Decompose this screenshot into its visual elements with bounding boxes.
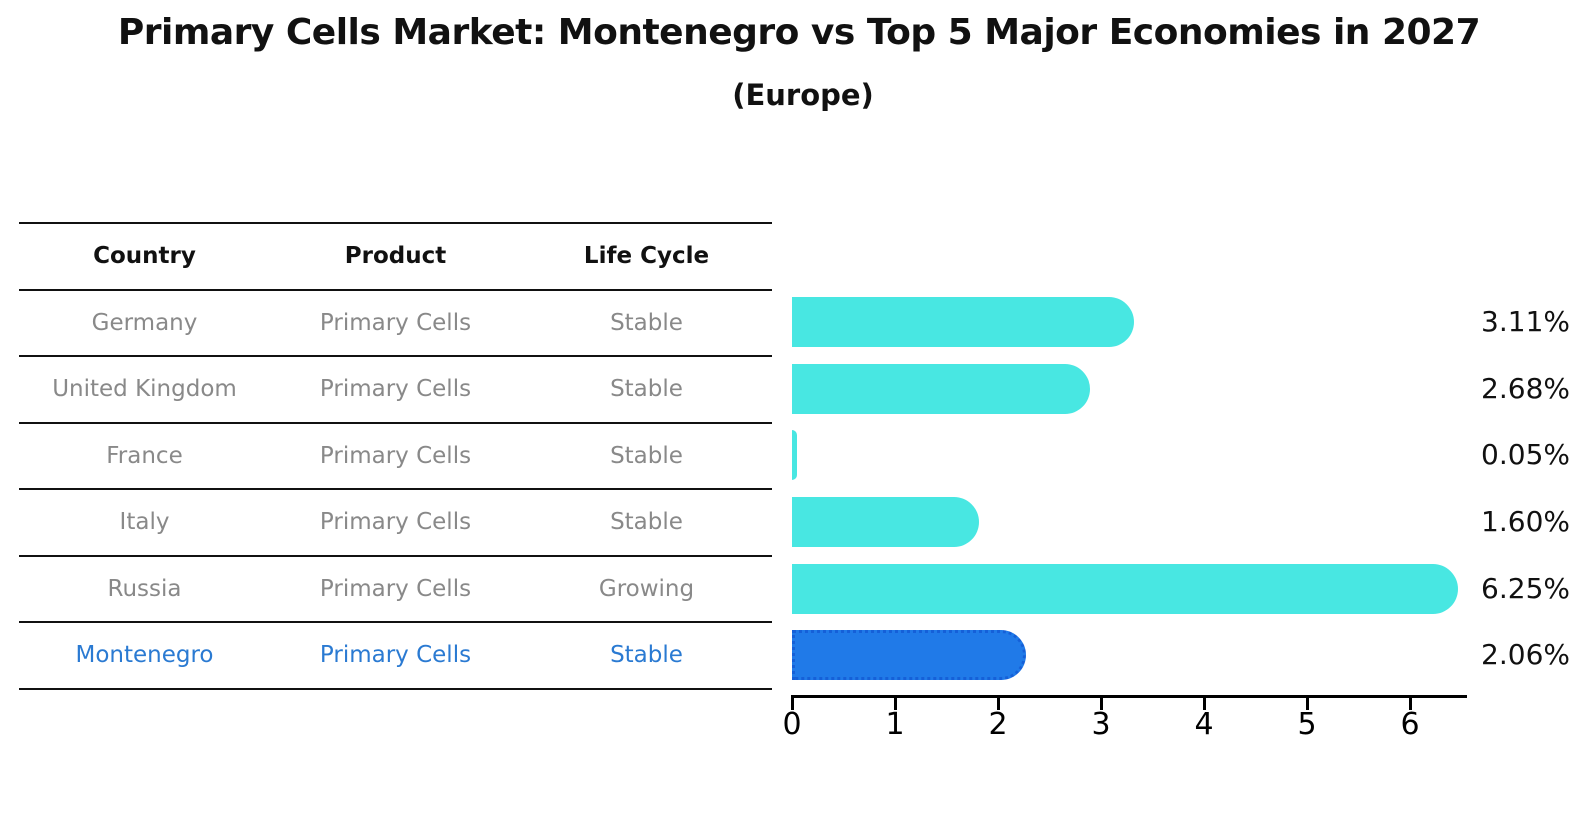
table-row-united-kingdom: United Kingdom Primary Cells Stable — [19, 357, 772, 424]
cell-country: Russia — [107, 575, 182, 602]
table-header-row: Country Product Life Cycle — [19, 224, 772, 291]
cell-life-cycle: Stable — [610, 442, 683, 469]
x-tick-mark — [1305, 698, 1309, 710]
table-body: Germany Primary Cells Stable United King… — [19, 291, 772, 690]
x-tick-label: 5 — [1297, 707, 1317, 742]
column-header-life-cycle: Life Cycle — [583, 243, 710, 270]
cell-life-cycle: Growing — [598, 575, 695, 602]
value-label-russia: 6.25% — [1481, 571, 1570, 605]
cell-life-cycle: Stable — [610, 509, 683, 536]
x-axis-line — [791, 695, 1467, 698]
value-label-france: 0.05% — [1481, 438, 1570, 472]
x-tick-label: 0 — [782, 707, 802, 742]
cell-life-cycle: Stable — [610, 309, 683, 336]
x-tick-label: 1 — [885, 707, 905, 742]
value-label-italy: 1.60% — [1481, 505, 1570, 538]
x-tick-mark — [1202, 698, 1206, 710]
cell-country: United Kingdom — [52, 376, 237, 403]
chart-title: Primary Cells Market: Montenegro vs Top … — [117, 12, 1481, 53]
cell-country: Germany — [91, 309, 198, 336]
table-row-montenegro: Montenegro Primary Cells Stable — [19, 623, 772, 690]
bar-italy — [792, 497, 979, 547]
chart-subtitle: (Europe) — [732, 78, 874, 112]
x-tick-mark — [893, 698, 897, 710]
value-label-united-kingdom: 2.68% — [1481, 371, 1570, 405]
x-tick-label: 2 — [988, 707, 1008, 742]
cell-life-cycle: Stable — [610, 642, 683, 669]
value-label-germany: 3.11% — [1481, 305, 1570, 339]
bar-plot — [792, 289, 1467, 689]
bar-united-kingdom — [792, 363, 1090, 414]
bar-russia — [792, 563, 1458, 614]
x-tick-label: 4 — [1194, 707, 1214, 742]
cell-product: Primary Cells — [319, 642, 472, 669]
table-row-italy: Italy Primary Cells Stable — [19, 490, 772, 557]
table-row-germany: Germany Primary Cells Stable — [19, 291, 772, 357]
column-header-product: Product — [344, 243, 447, 270]
cell-country: Montenegro — [75, 642, 214, 669]
cell-product: Primary Cells — [319, 442, 472, 469]
bar-montenegro — [792, 630, 1027, 681]
comparison-table: Country Product Life Cycle Germany Prima… — [19, 222, 772, 690]
x-tick-label: 6 — [1400, 707, 1420, 742]
column-header-country: Country — [93, 243, 196, 270]
cell-product: Primary Cells — [319, 575, 472, 602]
cell-product: Primary Cells — [319, 509, 472, 536]
value-label-montenegro: 2.06% — [1481, 638, 1570, 672]
table-row-france: France Primary Cells Stable — [19, 424, 772, 490]
cell-product: Primary Cells — [319, 309, 472, 336]
bar-germany — [792, 297, 1135, 348]
x-tick-mark — [996, 698, 1000, 710]
bar-france — [792, 430, 798, 481]
cell-country: Italy — [119, 509, 170, 536]
x-tick-label: 3 — [1091, 707, 1111, 742]
cell-country: France — [106, 442, 183, 469]
x-tick-mark — [790, 698, 794, 710]
x-tick-mark — [1408, 698, 1412, 710]
table-row-russia: Russia Primary Cells Growing — [19, 557, 772, 623]
x-tick-mark — [1099, 698, 1103, 710]
cell-life-cycle: Stable — [610, 376, 683, 403]
cell-product: Primary Cells — [319, 376, 472, 403]
